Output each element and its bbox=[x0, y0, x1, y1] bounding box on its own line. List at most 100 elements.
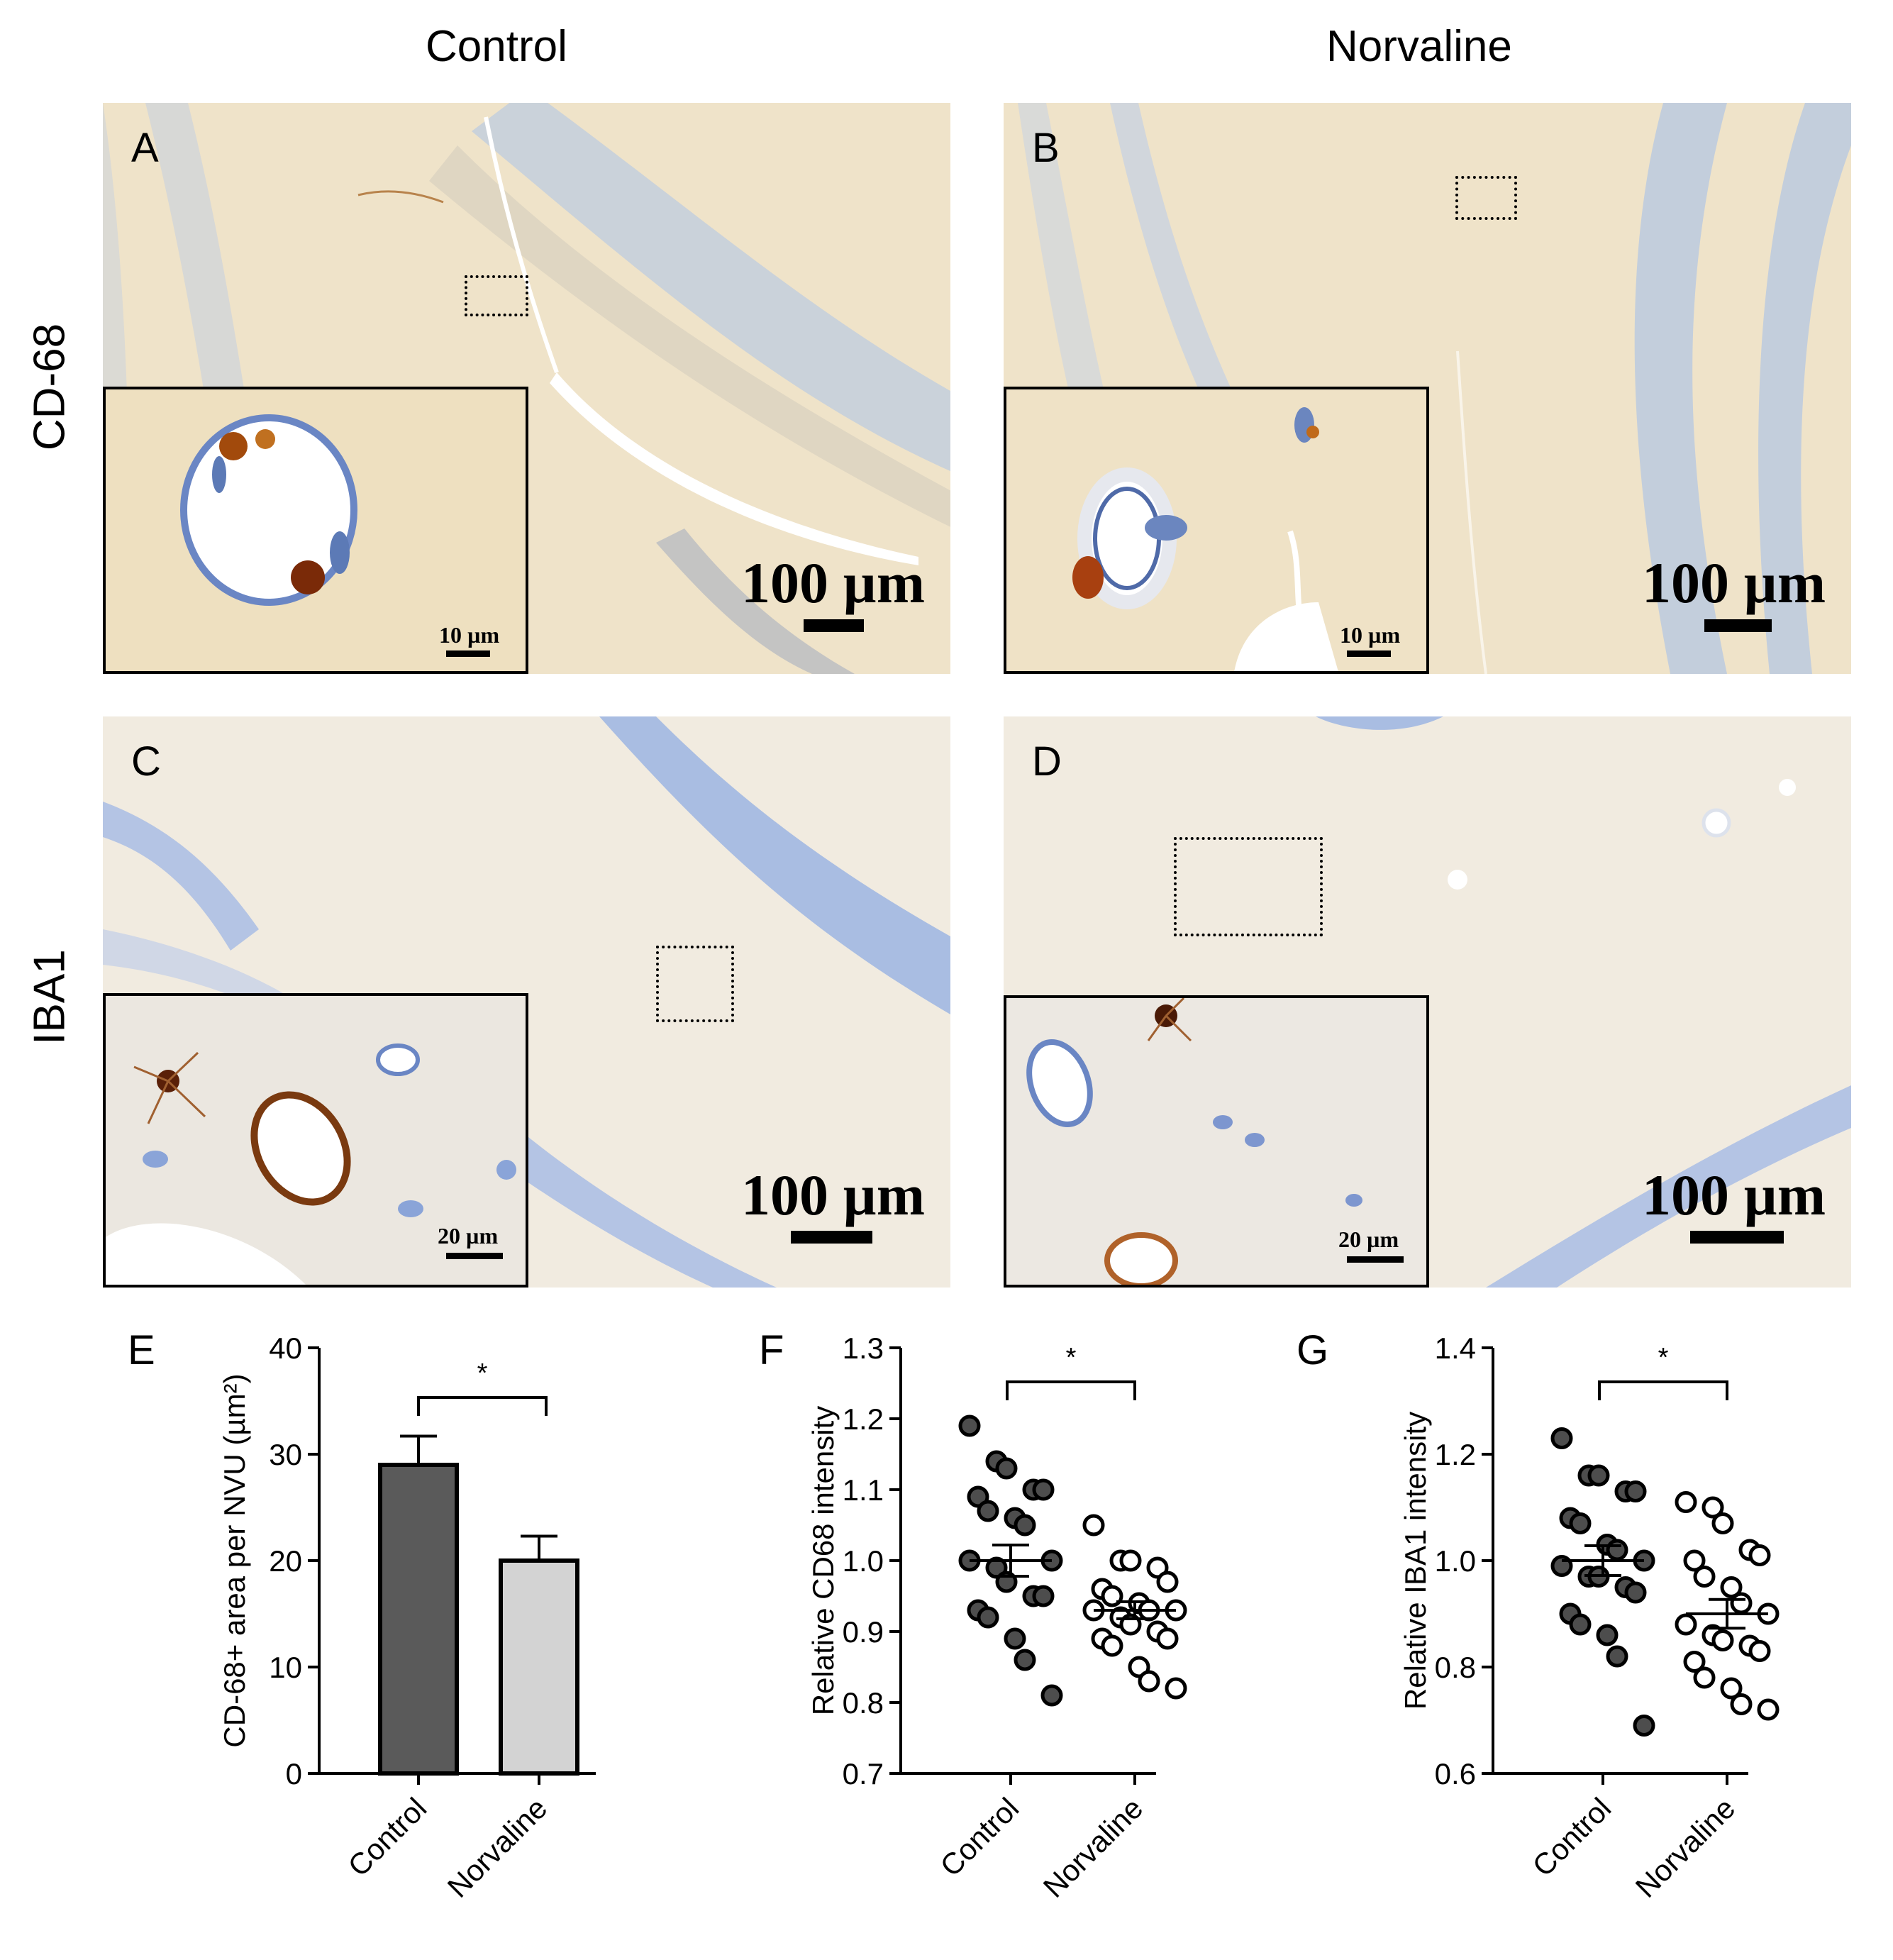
data-point bbox=[1032, 1585, 1055, 1607]
bar-norvaline bbox=[499, 1558, 579, 1776]
micrograph-panel-c: C 20 µm 100 µm bbox=[103, 716, 950, 1288]
data-point bbox=[1082, 1514, 1105, 1537]
data-point bbox=[1711, 1629, 1734, 1651]
y-tick-label: 1.3 bbox=[843, 1331, 884, 1365]
y-tick-label: 10 bbox=[269, 1651, 302, 1684]
y-tick-label: 0.6 bbox=[1435, 1757, 1476, 1790]
data-point bbox=[1156, 1627, 1179, 1650]
data-point bbox=[977, 1500, 999, 1522]
x-tick-label: Norvaline bbox=[1629, 1791, 1742, 1904]
scatter-chart-iba1-intensity: 0.6 0.8 1.0 1.2 1.4 Relative IBA1 intensity Co… bbox=[1399, 1331, 1780, 1904]
y-tick-label: 1.0 bbox=[1435, 1544, 1476, 1578]
data-point bbox=[1730, 1592, 1753, 1615]
significance-marker: * bbox=[1066, 1343, 1077, 1373]
row-label-cd68: CD-68 bbox=[25, 323, 74, 451]
scale-bar-big-b bbox=[1704, 619, 1772, 632]
scale-label-big-b: 100 µm bbox=[1642, 550, 1826, 615]
y-tick-label: 30 bbox=[269, 1438, 302, 1471]
data-point bbox=[977, 1606, 999, 1629]
y-tick-label: 1.1 bbox=[843, 1473, 884, 1507]
x-tick-label: Control bbox=[1526, 1791, 1617, 1883]
y-tick-label: 1.0 bbox=[843, 1544, 884, 1578]
column-label-norvaline: Norvaline bbox=[1326, 22, 1512, 71]
roi-box-d bbox=[1174, 837, 1323, 936]
data-point bbox=[1032, 1478, 1055, 1501]
scale-label-big-d: 100 µm bbox=[1642, 1163, 1826, 1227]
scale-label-small-d: 20 µm bbox=[1338, 1227, 1399, 1252]
roi-box-a bbox=[465, 275, 528, 316]
scale-bar-small-d bbox=[1347, 1256, 1404, 1263]
data-point bbox=[1730, 1693, 1753, 1715]
chart-letter-e: E bbox=[128, 1327, 155, 1373]
data-point bbox=[1624, 1581, 1647, 1604]
data-point bbox=[1675, 1491, 1697, 1513]
scale-label-small-b: 10 µm bbox=[1340, 622, 1401, 648]
tissue-texture-d bbox=[1316, 716, 1851, 1288]
scale-bar-small-c bbox=[446, 1253, 503, 1259]
data-point bbox=[958, 1414, 981, 1437]
y-axis-label: Relative IBA1 intensity bbox=[1399, 1412, 1432, 1710]
micrograph-panel-b: B 10 µm 100 µm bbox=[1004, 103, 1851, 674]
data-point bbox=[1014, 1649, 1036, 1671]
significance-bracket bbox=[417, 1396, 548, 1416]
significance-bracket bbox=[1598, 1380, 1728, 1400]
bar-control bbox=[378, 1463, 459, 1776]
significance-marker: * bbox=[477, 1358, 488, 1388]
scatter-chart-cd68-intensity: 0.7 0.8 0.9 1.0 1.1 1.2 1.3 Relative CD68 inten… bbox=[806, 1331, 1187, 1904]
data-point bbox=[1587, 1464, 1610, 1487]
y-tick-label: 0.9 bbox=[843, 1615, 884, 1649]
scale-bar-big-c bbox=[791, 1231, 872, 1244]
data-point bbox=[1683, 1549, 1706, 1572]
bar-chart-cd68-area: 0 10 20 30 40 CD-68+ area per NVU (µm²) Contro… bbox=[218, 1331, 596, 1904]
data-point bbox=[1165, 1677, 1187, 1700]
micrograph-panel-a: A 10 µm 100 µm bbox=[103, 103, 950, 674]
data-point bbox=[995, 1457, 1018, 1480]
data-point bbox=[1004, 1627, 1026, 1650]
roi-box-c bbox=[656, 946, 734, 1022]
chart-letter-g: G bbox=[1297, 1327, 1329, 1373]
chart-letter-f: F bbox=[759, 1327, 784, 1373]
data-point bbox=[1693, 1566, 1716, 1588]
y-tick-label: 0.8 bbox=[843, 1686, 884, 1720]
x-tick-label: Control bbox=[341, 1791, 433, 1883]
data-point bbox=[1720, 1576, 1743, 1598]
data-point bbox=[1633, 1715, 1655, 1737]
row-label-iba1: IBA1 bbox=[25, 949, 74, 1045]
panel-letter-c: C bbox=[131, 738, 161, 785]
y-tick-label: 1.4 bbox=[1435, 1331, 1476, 1365]
data-point bbox=[1550, 1427, 1573, 1449]
significance-marker: * bbox=[1658, 1343, 1669, 1373]
inset-c: 20 µm bbox=[103, 993, 528, 1288]
inset-image-d bbox=[1026, 998, 1362, 1285]
panel-letter-a: A bbox=[131, 125, 159, 171]
scale-label-small-a: 10 µm bbox=[439, 622, 500, 648]
column-label-control: Control bbox=[426, 22, 567, 71]
y-axis-label: Relative CD68 intensity bbox=[806, 1406, 840, 1716]
data-point bbox=[1569, 1613, 1592, 1636]
y-tick-label: 0 bbox=[286, 1757, 302, 1790]
scale-bar-big-a bbox=[804, 619, 864, 632]
panel-letter-d: D bbox=[1032, 738, 1062, 785]
data-point bbox=[1702, 1496, 1724, 1519]
micrograph-panel-d: D 20 µm 100 µm bbox=[1004, 716, 1851, 1288]
data-point bbox=[1596, 1624, 1619, 1646]
data-point bbox=[1040, 1684, 1063, 1707]
data-point bbox=[1720, 1677, 1743, 1700]
inset-image-c bbox=[106, 1043, 516, 1285]
scale-bar-small-b bbox=[1347, 650, 1391, 657]
data-point bbox=[1624, 1480, 1647, 1502]
x-tick-label: Control bbox=[933, 1791, 1025, 1883]
data-point bbox=[1156, 1571, 1179, 1593]
scale-label-big-a: 100 µm bbox=[741, 550, 926, 615]
y-tick-label: 1.2 bbox=[1435, 1438, 1476, 1471]
scale-label-small-c: 20 µm bbox=[438, 1223, 499, 1248]
data-point bbox=[1119, 1549, 1142, 1572]
inset-a: 10 µm bbox=[103, 387, 528, 674]
y-tick-label: 1.2 bbox=[843, 1402, 884, 1436]
data-point bbox=[1675, 1613, 1697, 1636]
x-tick-label: Norvaline bbox=[1037, 1791, 1150, 1904]
y-axis-label: CD-68+ area per NVU (µm²) bbox=[218, 1373, 251, 1747]
data-point bbox=[1606, 1539, 1628, 1561]
panel-letter-b: B bbox=[1032, 125, 1060, 171]
data-point bbox=[1569, 1512, 1592, 1534]
